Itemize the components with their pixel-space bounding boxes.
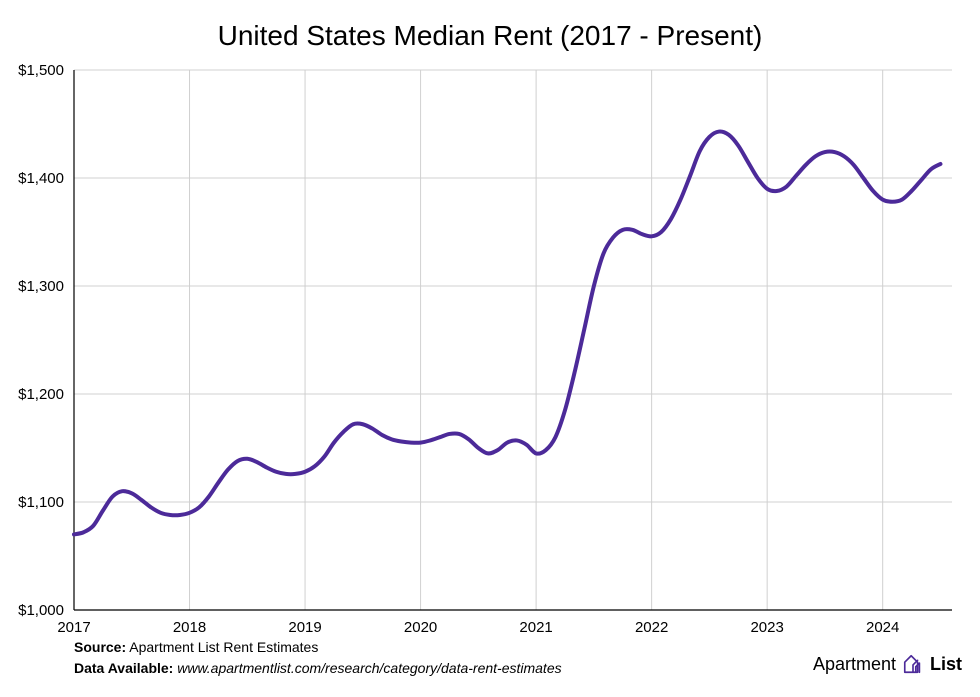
footer-data-url: www.apartmentlist.com/research/category/…: [173, 660, 561, 676]
footer-source-text: Apartment List Rent Estimates: [126, 639, 318, 655]
grid-lines: [74, 70, 952, 610]
y-tick-label: $1,300: [18, 278, 64, 295]
x-tick-label: 2017: [57, 619, 90, 636]
apartment-list-icon: [902, 653, 924, 675]
y-tick-label: $1,400: [18, 170, 64, 187]
brand-word2: List: [930, 654, 962, 675]
x-tick-label: 2020: [404, 619, 437, 636]
footer-source-line: Source: Apartment List Rent Estimates: [74, 637, 904, 658]
chart-container: United States Median Rent (2017 - Presen…: [0, 0, 980, 697]
footer-data-line: Data Available: www.apartmentlist.com/re…: [74, 658, 904, 679]
x-tick-label: 2022: [635, 619, 668, 636]
x-tick-label: 2023: [750, 619, 783, 636]
y-tick-label: $1,200: [18, 386, 64, 403]
footer-data-label: Data Available:: [74, 660, 173, 676]
x-tick-label: 2018: [173, 619, 206, 636]
x-tick-label: 2021: [519, 619, 552, 636]
chart-footer: Source: Apartment List Rent Estimates Da…: [74, 637, 904, 679]
y-tick-label: $1,000: [18, 602, 64, 619]
x-tick-label: 2024: [866, 619, 899, 636]
brand-logo: Apartment List: [813, 653, 962, 675]
x-axis-labels: 2017 2018 2019 2020 2021 2022 2023 2024: [57, 619, 899, 636]
y-tick-label: $1,100: [18, 494, 64, 511]
x-tick-label: 2019: [288, 619, 321, 636]
median-rent-line: [74, 131, 940, 534]
y-tick-label: $1,500: [18, 62, 64, 79]
y-axis-labels: $1,000 $1,100 $1,200 $1,300 $1,400 $1,500: [18, 62, 64, 619]
brand-word1: Apartment: [813, 654, 896, 675]
axes: [74, 70, 952, 610]
plot-svg: $1,000 $1,100 $1,200 $1,300 $1,400 $1,500 201…: [0, 0, 980, 697]
footer-source-label: Source:: [74, 639, 126, 655]
